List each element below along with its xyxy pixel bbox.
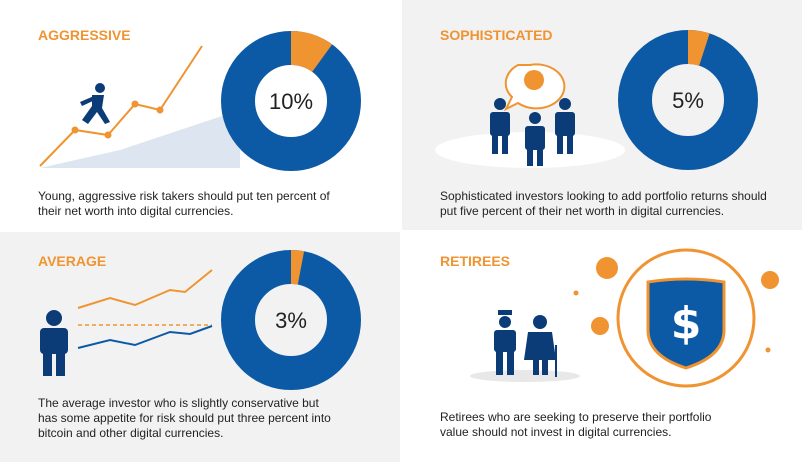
donut-segment xyxy=(290,31,333,73)
area-shape xyxy=(40,110,240,168)
donut-label: 5% xyxy=(672,88,704,113)
panel-title: AGGRESSIVE xyxy=(38,27,131,43)
panel-title: AVERAGE xyxy=(38,253,107,269)
trend-line xyxy=(77,269,213,309)
trend-line xyxy=(39,45,203,167)
donut-label: 10% xyxy=(269,89,313,114)
trend-line xyxy=(77,325,213,349)
panel-caption: The average investor who is slightly con… xyxy=(38,396,331,440)
donut-segment xyxy=(290,250,305,285)
trend-dots xyxy=(71,100,164,139)
dollar-icon: $ xyxy=(671,298,702,349)
panel-caption: Sophisticated investors looking to add p… xyxy=(440,189,767,218)
panel-caption: Young, aggressive risk takers should put… xyxy=(38,189,330,218)
panel-title: RETIREES xyxy=(440,253,511,269)
shield-icon xyxy=(646,277,726,370)
runner-icon xyxy=(80,83,110,124)
panel-caption: Retirees who are seeking to preserve the… xyxy=(440,410,712,439)
floor-shape xyxy=(470,370,580,382)
donut-segment xyxy=(687,30,710,66)
retiree-icons xyxy=(494,310,557,377)
donut-label: 3% xyxy=(275,308,307,333)
coin-icon xyxy=(524,70,544,90)
panel-title: Sophisticated xyxy=(440,27,553,43)
person-icon xyxy=(40,310,68,376)
coin-icons xyxy=(573,257,779,353)
people-icons xyxy=(490,98,575,166)
